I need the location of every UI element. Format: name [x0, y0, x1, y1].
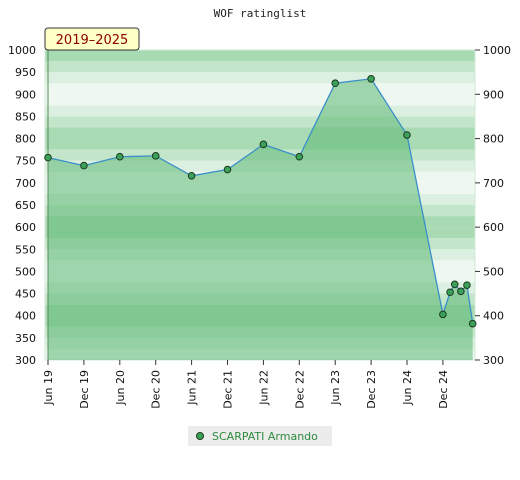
x-tick-label: Dec 24 [437, 370, 450, 409]
data-point [468, 319, 477, 328]
x-axis: Jun 19 Dec 19 Jun 20 Dec 20 Jun 21 Dec 21 Jun … [42, 360, 450, 409]
y-tick-label: 750 [15, 155, 36, 168]
area-fill [47, 50, 473, 361]
y-tick-label-right: 300 [483, 354, 504, 367]
x-tick-label: Dec 22 [293, 370, 306, 409]
data-point [450, 280, 459, 289]
x-tick-label: Jun 24 [401, 370, 414, 406]
y-tick-label-right: 600 [483, 221, 504, 234]
x-tick-label: Dec 21 [222, 370, 235, 409]
background-band [45, 127, 475, 139]
data-point [80, 161, 88, 170]
data-point [223, 165, 232, 174]
data-point [463, 281, 471, 289]
data-point [446, 288, 454, 297]
data-point [151, 152, 160, 160]
x-tick-label: Dec 20 [150, 370, 163, 409]
chart-title: WOF ratinglist [214, 7, 307, 20]
series-area [48, 78, 473, 361]
y-tick-label: 700 [15, 177, 36, 190]
y-tick-label: 900 [15, 88, 36, 101]
background-band [45, 50, 475, 62]
period-label-box [44, 27, 140, 51]
y-tick-label-right: 900 [483, 88, 504, 101]
legend-label: SCARPATI Armando [212, 430, 318, 443]
data-point [116, 152, 124, 161]
data-points [44, 74, 477, 328]
y-tick-label: 600 [15, 221, 36, 234]
x-tick-label: Jun 23 [329, 370, 342, 406]
y-axis-right: 300 400 500 600 700 800 900 1000 [475, 44, 511, 367]
background-band [45, 105, 475, 117]
x-tick-label: Jun 22 [257, 370, 270, 406]
y-tick-label: 850 [15, 110, 36, 123]
data-point [367, 74, 375, 83]
x-tick-label: Jun 21 [186, 370, 199, 406]
x-tick-label: Jun 20 [114, 370, 127, 406]
y-axis-left: 300 350 400 450 500 550 600 650 700 750 800 850 900 9… [8, 44, 36, 367]
period-label: 2019–2025 [44, 27, 140, 51]
background-band [45, 72, 475, 84]
data-point [295, 152, 304, 161]
y-tick-label: 1000 [8, 44, 36, 57]
y-tick-label-right: 1000 [483, 44, 511, 57]
y-tick-label-right: 500 [483, 265, 504, 278]
x-tick-label: Dec 23 [365, 370, 378, 409]
y-tick-label: 800 [15, 133, 36, 146]
data-point [439, 310, 447, 319]
legend: SCARPATI Armando [188, 426, 332, 446]
y-tick-label: 950 [15, 66, 36, 79]
background-band [45, 83, 475, 95]
data-point [457, 287, 465, 296]
y-tick-label-right: 400 [483, 310, 504, 323]
data-point [331, 79, 340, 88]
y-tick-label: 550 [15, 243, 36, 256]
background-band [45, 61, 475, 73]
y-tick-label: 450 [15, 288, 36, 301]
y-tick-label: 300 [15, 354, 36, 367]
legend-box [188, 426, 332, 446]
y-tick-label: 650 [15, 199, 36, 212]
background-band [45, 116, 475, 128]
data-point [187, 171, 196, 180]
y-tick-label-right: 700 [483, 177, 504, 190]
data-point [403, 131, 411, 139]
y-tick-label: 500 [15, 265, 36, 278]
period-label-text: 2019–2025 [56, 33, 129, 48]
y-tick-label: 350 [15, 332, 36, 345]
legend-marker [196, 432, 204, 440]
x-tick-label: Jun 19 [42, 370, 55, 406]
x-tick-label: Dec 19 [78, 370, 91, 409]
data-point [259, 140, 268, 149]
y-tick-label: 400 [15, 310, 36, 323]
y-tick-label-right: 800 [483, 133, 504, 146]
background-band [45, 94, 475, 106]
data-point [44, 153, 52, 162]
